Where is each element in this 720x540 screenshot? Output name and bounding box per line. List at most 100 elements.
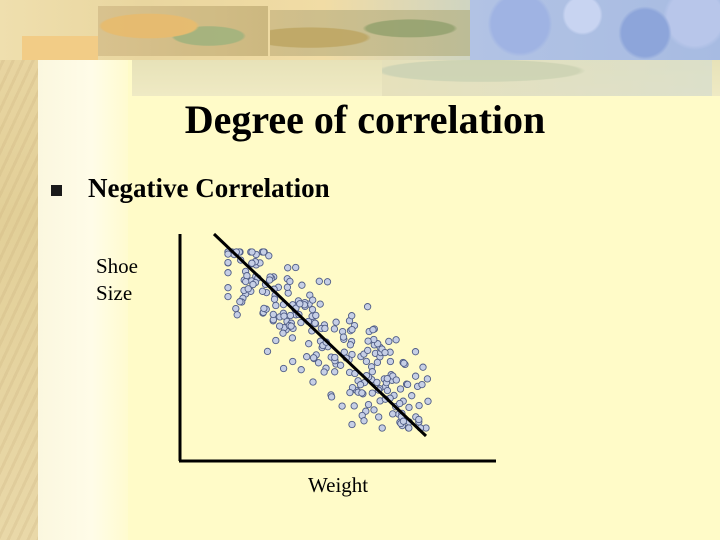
data-point (385, 337, 393, 346)
data-point (364, 346, 372, 355)
data-point (258, 287, 267, 295)
data-point (275, 322, 284, 330)
data-point (311, 319, 319, 327)
data-point (403, 380, 412, 389)
data-point (411, 372, 420, 380)
data-point (323, 278, 332, 286)
data-point (288, 334, 297, 342)
data-point (350, 402, 358, 410)
data-point (356, 381, 365, 389)
data-point (375, 413, 383, 421)
data-point (383, 374, 391, 383)
data-point (327, 393, 336, 401)
data-point (265, 252, 273, 260)
data-point (249, 280, 257, 289)
data-point (331, 368, 339, 376)
data-point (298, 281, 306, 289)
data-point (280, 312, 288, 320)
data-point (248, 259, 256, 267)
data-point (305, 340, 313, 348)
data-point (363, 303, 372, 311)
data-point (248, 248, 256, 256)
data-point (424, 397, 432, 405)
data-point (368, 389, 376, 397)
data-point (418, 380, 426, 389)
data-point (314, 359, 323, 367)
data-point (224, 258, 232, 267)
data-point (224, 292, 232, 301)
data-point (370, 406, 378, 414)
data-point (263, 347, 272, 356)
data-point (224, 250, 232, 258)
data-point (411, 348, 420, 356)
data-point (315, 277, 323, 285)
data-point (260, 304, 268, 313)
y-axis-label: Shoe Size (96, 254, 138, 305)
data-point (360, 417, 368, 425)
data-point (338, 402, 346, 410)
background-texture (0, 0, 38, 540)
data-point (309, 354, 318, 362)
data-point (308, 305, 317, 314)
data-point (292, 263, 300, 272)
data-point (330, 325, 339, 333)
data-point (348, 420, 356, 429)
data-point (232, 304, 240, 313)
data-point (321, 324, 329, 333)
data-point (386, 357, 395, 366)
data-point (332, 318, 340, 326)
data-point (358, 389, 366, 397)
data-point (284, 264, 292, 272)
data-point (242, 277, 250, 286)
data-point (244, 285, 252, 293)
data-point (396, 399, 404, 408)
data-point (224, 269, 232, 277)
data-point (381, 348, 389, 357)
data-point (346, 341, 355, 349)
data-point (396, 385, 405, 393)
data-point (269, 310, 277, 319)
data-point (224, 284, 232, 292)
data-point (243, 272, 251, 280)
data-point (389, 410, 397, 418)
data-point (283, 283, 292, 291)
data-point (364, 337, 372, 345)
data-point (373, 358, 382, 367)
data-point (312, 311, 320, 320)
data-point (392, 376, 400, 384)
data-point (286, 277, 294, 286)
data-point (320, 368, 328, 376)
data-point (339, 333, 348, 341)
data-point (392, 336, 400, 344)
data-point (279, 364, 288, 373)
data-point (233, 311, 241, 319)
data-point (348, 325, 356, 334)
data-point (272, 336, 280, 345)
data-point (346, 388, 354, 397)
data-point (364, 400, 373, 409)
data-point (336, 361, 345, 369)
data-point (286, 311, 295, 320)
data-point (368, 368, 376, 376)
data-point (369, 326, 377, 334)
data-point (316, 300, 324, 308)
data-point (270, 295, 279, 303)
data-point (378, 424, 386, 432)
data-point (348, 312, 356, 320)
data-point (265, 276, 274, 284)
data-point (408, 392, 416, 400)
data-point (331, 353, 339, 362)
decorative-banner (0, 0, 720, 60)
data-point (415, 401, 423, 410)
data-point (272, 301, 280, 310)
bullet-text: Negative Correlation (88, 173, 330, 203)
data-point (309, 296, 317, 304)
data-point (423, 375, 432, 383)
data-point (373, 378, 381, 387)
data-point (279, 329, 287, 337)
data-point (419, 363, 427, 371)
data-point (415, 415, 423, 424)
data-point (296, 300, 304, 308)
data-points (224, 248, 432, 432)
